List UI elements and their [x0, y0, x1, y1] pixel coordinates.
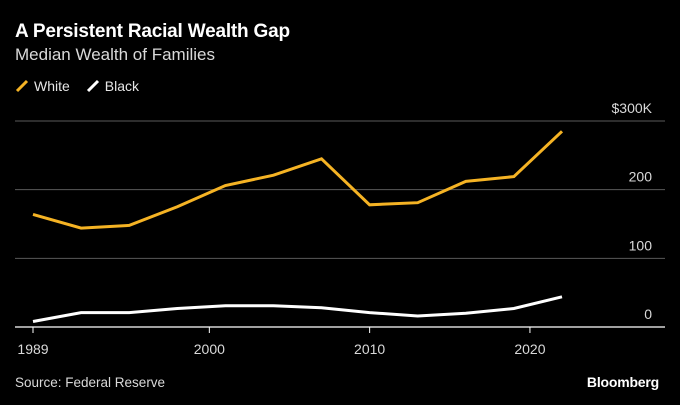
y-tick-label: 200 [629, 169, 653, 185]
legend: White Black [15, 78, 155, 94]
source-note: Source: Federal Reserve [15, 375, 166, 390]
legend-label-white: White [34, 78, 70, 94]
x-tick-label: 2020 [514, 341, 545, 357]
series-line-black [32, 295, 563, 323]
y-tick-label: $300K [612, 100, 653, 116]
series-line-white [32, 130, 564, 230]
x-tick-label: 1989 [17, 341, 48, 357]
bloomberg-logo: Bloomberg [586, 374, 659, 390]
x-tick-label: 2010 [354, 341, 385, 357]
legend-item-white: White [15, 78, 70, 94]
legend-label-black: Black [104, 78, 140, 94]
legend-swatch-white [15, 79, 29, 93]
chart-subtitle: Median Wealth of Families [15, 45, 215, 64]
legend-swatch-black [86, 79, 99, 93]
legend-item-black: Black [86, 78, 139, 94]
chart-title: A Persistent Racial Wealth Gap [15, 21, 290, 42]
x-tick-label: 2000 [194, 341, 225, 357]
y-tick-label: 0 [644, 306, 652, 322]
y-tick-label: 100 [629, 237, 653, 253]
